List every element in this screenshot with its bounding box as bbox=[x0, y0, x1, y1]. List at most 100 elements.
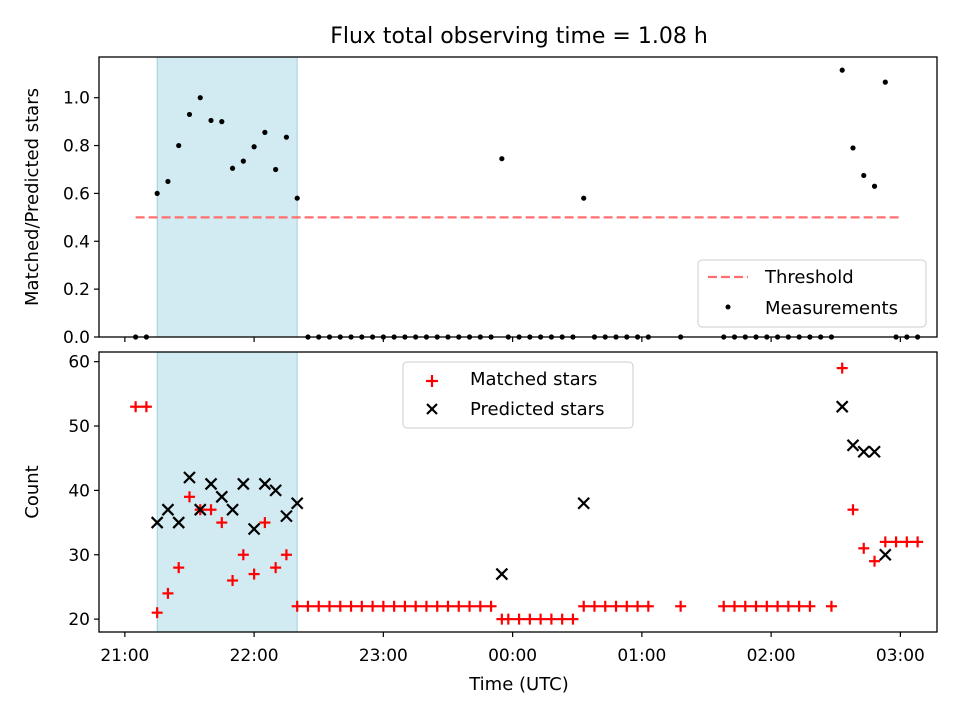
matched-star-marker bbox=[248, 568, 260, 580]
matched-star-marker bbox=[140, 401, 152, 413]
matched-star-marker bbox=[869, 555, 881, 567]
predicted-star-marker bbox=[226, 503, 239, 516]
measurement-point bbox=[861, 172, 867, 179]
matched-star-marker bbox=[464, 600, 476, 612]
matched-star-marker bbox=[130, 401, 142, 413]
matched-star-marker bbox=[237, 549, 249, 561]
matched-legend-label: Matched stars bbox=[470, 369, 597, 390]
predicted-star-marker bbox=[495, 567, 509, 581]
matched-star-marker bbox=[588, 600, 600, 612]
bottom-legend: Matched stars Predicted stars bbox=[402, 361, 634, 429]
matched-star-marker bbox=[739, 600, 751, 612]
bottom-y-axis-label: Count bbox=[22, 465, 43, 518]
matched-star-marker bbox=[729, 600, 741, 612]
predicted-star-marker bbox=[846, 439, 860, 452]
predicted-star-marker bbox=[161, 503, 175, 516]
x-tick-label: 23:00 bbox=[359, 646, 408, 666]
measurement-point bbox=[176, 142, 182, 149]
x-tick-label: 02:00 bbox=[747, 646, 796, 666]
matched-star-marker bbox=[377, 600, 389, 612]
predicted-star-marker bbox=[183, 471, 196, 484]
predicted-star-marker bbox=[269, 484, 282, 497]
measurement-point bbox=[499, 156, 505, 162]
top-y-ticks: 0.0 0.2 0.4 0.6 0.8 1.0 bbox=[63, 89, 99, 348]
matched-star-marker bbox=[858, 542, 870, 554]
y-tick-label: 0.6 bbox=[63, 184, 90, 204]
measurement-point bbox=[197, 95, 203, 101]
measurement-point bbox=[283, 134, 290, 140]
matched-star-marker bbox=[621, 600, 633, 612]
measurement-point bbox=[871, 183, 878, 189]
measurement-point bbox=[882, 79, 888, 85]
bottom-panel: 20 30 40 50 60 21:00 22:00 23:00 00:00 01:00 02:0… bbox=[22, 351, 938, 695]
top-y-axis-label: Matched/Predicted stars bbox=[22, 88, 43, 306]
y-tick-label: 0.2 bbox=[63, 280, 90, 300]
y-tick-label: 60 bbox=[68, 353, 90, 373]
matched-star-marker bbox=[431, 600, 443, 612]
matched-star-marker bbox=[750, 600, 762, 612]
measurement-point bbox=[262, 129, 268, 135]
matched-star-marker bbox=[173, 562, 185, 574]
measurement-point bbox=[581, 195, 587, 201]
predicted-star-marker bbox=[290, 496, 304, 510]
predicted-star-marker bbox=[577, 496, 590, 510]
matched-star-marker bbox=[399, 600, 411, 612]
matched-star-marker bbox=[761, 600, 773, 612]
matched-star-marker bbox=[259, 517, 271, 529]
matched-star-marker bbox=[675, 600, 687, 612]
x-tick-label: 01:00 bbox=[617, 646, 666, 666]
matched-star-marker bbox=[334, 600, 346, 612]
matched-star-marker bbox=[804, 600, 816, 612]
matched-star-marker bbox=[324, 600, 336, 612]
measurement-point bbox=[186, 111, 193, 118]
matched-star-marker bbox=[879, 536, 891, 548]
predicted-star-marker bbox=[172, 516, 185, 529]
matched-star-marker bbox=[847, 504, 859, 516]
predicted-star-marker bbox=[835, 400, 849, 413]
matched-star-marker bbox=[356, 600, 368, 612]
measurement-point bbox=[251, 144, 257, 150]
matched-star-marker bbox=[578, 600, 590, 612]
matched-star-marker bbox=[216, 517, 228, 529]
shaded-span-top bbox=[156, 56, 298, 338]
predicted-star-marker bbox=[280, 509, 293, 523]
predicted-star-marker bbox=[237, 477, 250, 491]
predicted-star-marker bbox=[857, 445, 871, 459]
matched-star-marker bbox=[420, 600, 432, 612]
measurement-point bbox=[294, 195, 300, 201]
measurement-legend-label: Measurements bbox=[765, 298, 898, 319]
measurement-point bbox=[229, 165, 236, 171]
predicted-star-marker bbox=[215, 490, 229, 504]
predicted-star-marker bbox=[258, 477, 272, 491]
top-panel: 0.0 0.2 0.4 0.6 0.8 1.0 Matched/Predicted sta… bbox=[22, 56, 938, 348]
matched-star-marker bbox=[912, 536, 924, 548]
x-axis-label: Time (UTC) bbox=[468, 674, 569, 695]
y-tick-label: 1.0 bbox=[63, 89, 90, 109]
bottom-legend-box bbox=[402, 361, 634, 429]
matched-star-marker bbox=[782, 600, 794, 612]
matched-star-marker bbox=[610, 600, 622, 612]
measurement-legend-swatch bbox=[725, 304, 731, 310]
matched-star-marker bbox=[227, 575, 239, 587]
matched-star-marker bbox=[453, 600, 465, 612]
matched-star-marker bbox=[151, 607, 163, 619]
x-tick-label: 03:00 bbox=[876, 646, 925, 666]
y-tick-label: 50 bbox=[68, 417, 90, 437]
predicted-star-marker bbox=[193, 503, 207, 516]
matched-star-marker bbox=[442, 600, 454, 612]
matched-star-marker bbox=[270, 562, 282, 574]
matched-star-marker bbox=[836, 362, 848, 374]
y-tick-label: 0.4 bbox=[63, 232, 90, 252]
predicted-legend-label: Predicted stars bbox=[470, 399, 604, 420]
measurement-point bbox=[219, 119, 225, 125]
matched-star-marker bbox=[632, 600, 644, 612]
matched-star-marker bbox=[524, 613, 536, 625]
matched-star-marker bbox=[642, 600, 654, 612]
measurement-point bbox=[273, 166, 279, 173]
matched-star-marker bbox=[388, 600, 400, 612]
predicted-star-marker bbox=[247, 522, 261, 536]
matched-star-marker bbox=[772, 600, 784, 612]
predicted-legend-swatch bbox=[426, 403, 438, 415]
matched-star-marker bbox=[345, 600, 357, 612]
